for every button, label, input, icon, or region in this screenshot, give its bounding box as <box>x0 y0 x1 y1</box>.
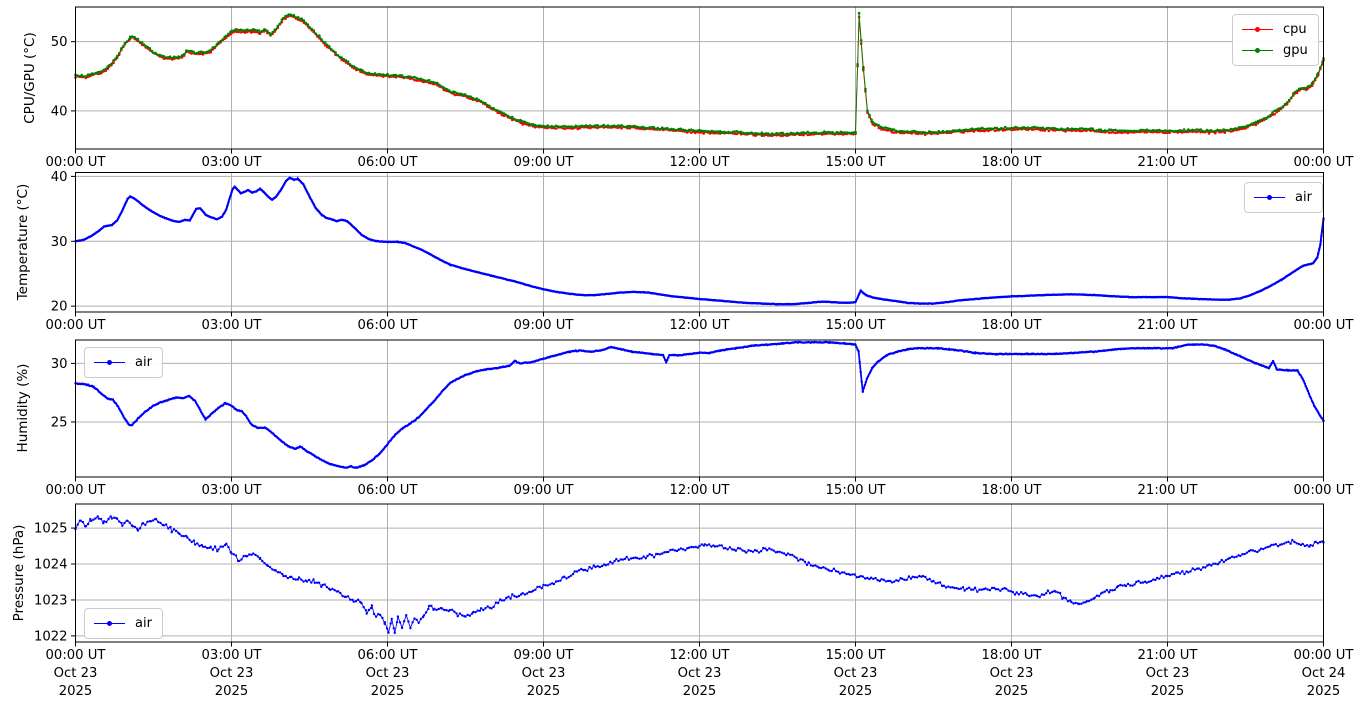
legend-label-air-humidity: air <box>135 355 152 370</box>
svg-text:00:00 UT: 00:00 UT <box>1294 483 1355 498</box>
svg-text:Oct 23: Oct 23 <box>834 666 878 681</box>
legend-entry-gpu: gpu <box>1242 40 1308 61</box>
legend-entry-air-temp: air <box>1254 187 1312 208</box>
svg-text:06:00 UT: 06:00 UT <box>358 155 419 170</box>
air-line-marker-icon <box>94 620 125 626</box>
legend-entry-air-humidity: air <box>94 352 152 373</box>
svg-text:2025: 2025 <box>1151 684 1185 699</box>
svg-text:18:00 UT: 18:00 UT <box>982 318 1043 333</box>
svg-text:06:00 UT: 06:00 UT <box>358 483 419 498</box>
svg-text:30: 30 <box>51 235 68 250</box>
svg-text:1023: 1023 <box>34 593 68 608</box>
panel-3: 1022 1023 1024 1025 00:00 UT Oct 23 2025 03:00 … <box>34 503 1355 699</box>
legend-cpu-gpu: cpu gpu <box>1232 14 1319 66</box>
svg-text:Oct 23: Oct 23 <box>990 666 1034 681</box>
svg-text:15:00 UT: 15:00 UT <box>826 318 887 333</box>
ylabel-cpu-gpu: CPU/GPU (°C) <box>22 32 38 124</box>
svg-text:40: 40 <box>51 104 68 119</box>
svg-text:03:00 UT: 03:00 UT <box>202 483 263 498</box>
svg-text:1024: 1024 <box>34 558 68 573</box>
legend-label-cpu: cpu <box>1283 22 1307 37</box>
svg-text:Oct 23: Oct 23 <box>678 666 722 681</box>
svg-text:2025: 2025 <box>839 684 873 699</box>
legend-label-air-temp: air <box>1295 190 1312 205</box>
gpu-line-marker-icon <box>1242 47 1273 53</box>
svg-text:21:00 UT: 21:00 UT <box>1138 483 1199 498</box>
svg-text:21:00 UT: 21:00 UT <box>1138 648 1199 663</box>
svg-text:18:00 UT: 18:00 UT <box>982 155 1043 170</box>
svg-text:Oct 24: Oct 24 <box>1302 666 1346 681</box>
svg-text:09:00 UT: 09:00 UT <box>514 483 575 498</box>
legend-pressure: air <box>84 608 163 639</box>
svg-text:09:00 UT: 09:00 UT <box>514 155 575 170</box>
air-line-marker-icon <box>1254 194 1285 200</box>
svg-text:00:00 UT: 00:00 UT <box>46 648 107 663</box>
svg-text:25: 25 <box>51 415 68 430</box>
svg-text:2025: 2025 <box>683 684 717 699</box>
legend-temperature: air <box>1244 182 1323 213</box>
ylabel-pressure: Pressure (hPa) <box>11 524 27 622</box>
panel-0: 40 50 00:00 UT 03:00 UT 06:00 UT 09:00 UT 12:0… <box>46 6 1355 170</box>
svg-text:1025: 1025 <box>34 522 68 537</box>
ylabel-temperature: Temperature (°C) <box>15 183 31 301</box>
svg-text:Oct 23: Oct 23 <box>1146 666 1190 681</box>
svg-text:09:00 UT: 09:00 UT <box>514 648 575 663</box>
svg-text:2025: 2025 <box>59 684 93 699</box>
svg-text:12:00 UT: 12:00 UT <box>670 648 731 663</box>
panel-1: 20 30 40 00:00 UT 03:00 UT 06:00 UT 09:00 UT 12… <box>46 170 1355 333</box>
svg-text:Oct 23: Oct 23 <box>54 666 98 681</box>
svg-text:15:00 UT: 15:00 UT <box>826 648 887 663</box>
svg-text:09:00 UT: 09:00 UT <box>514 318 575 333</box>
svg-text:15:00 UT: 15:00 UT <box>826 155 887 170</box>
svg-text:06:00 UT: 06:00 UT <box>358 648 419 663</box>
legend-entry-air-pressure: air <box>94 613 152 634</box>
cpu-line-marker-icon <box>1242 26 1273 32</box>
svg-text:2025: 2025 <box>527 684 561 699</box>
svg-text:00:00 UT: 00:00 UT <box>46 483 107 498</box>
svg-text:18:00 UT: 18:00 UT <box>982 648 1043 663</box>
svg-text:20: 20 <box>51 300 68 315</box>
svg-text:21:00 UT: 21:00 UT <box>1138 155 1199 170</box>
svg-text:12:00 UT: 12:00 UT <box>670 155 731 170</box>
svg-text:12:00 UT: 12:00 UT <box>670 318 731 333</box>
svg-text:30: 30 <box>51 357 68 372</box>
svg-text:15:00 UT: 15:00 UT <box>826 483 887 498</box>
svg-text:03:00 UT: 03:00 UT <box>202 318 263 333</box>
ylabel-humidity: Humidity (%) <box>15 363 31 453</box>
svg-text:00:00 UT: 00:00 UT <box>46 155 107 170</box>
panel-2: 25 30 00:00 UT 03:00 UT 06:00 UT 09:00 UT 12:0… <box>46 339 1355 498</box>
svg-text:21:00 UT: 21:00 UT <box>1138 318 1199 333</box>
svg-text:Oct 23: Oct 23 <box>210 666 254 681</box>
svg-text:Oct 23: Oct 23 <box>366 666 410 681</box>
svg-text:1022: 1022 <box>34 629 68 644</box>
svg-text:2025: 2025 <box>215 684 249 699</box>
svg-text:03:00 UT: 03:00 UT <box>202 648 263 663</box>
svg-text:00:00 UT: 00:00 UT <box>1294 318 1355 333</box>
svg-text:12:00 UT: 12:00 UT <box>670 483 731 498</box>
svg-text:50: 50 <box>51 35 68 50</box>
svg-text:18:00 UT: 18:00 UT <box>982 483 1043 498</box>
svg-text:03:00 UT: 03:00 UT <box>202 155 263 170</box>
legend-entry-cpu: cpu <box>1242 19 1308 40</box>
legend-label-air-pressure: air <box>135 616 152 631</box>
svg-text:2025: 2025 <box>371 684 405 699</box>
svg-text:2025: 2025 <box>1307 684 1341 699</box>
svg-text:00:00 UT: 00:00 UT <box>46 318 107 333</box>
svg-text:40: 40 <box>51 170 68 185</box>
legend-label-gpu: gpu <box>1283 43 1308 58</box>
svg-text:06:00 UT: 06:00 UT <box>358 318 419 333</box>
legend-humidity: air <box>84 347 163 378</box>
svg-text:Oct 23: Oct 23 <box>522 666 566 681</box>
svg-text:00:00 UT: 00:00 UT <box>1294 155 1355 170</box>
svg-text:00:00 UT: 00:00 UT <box>1294 648 1355 663</box>
svg-text:2025: 2025 <box>995 684 1029 699</box>
air-line-marker-icon <box>94 359 125 365</box>
